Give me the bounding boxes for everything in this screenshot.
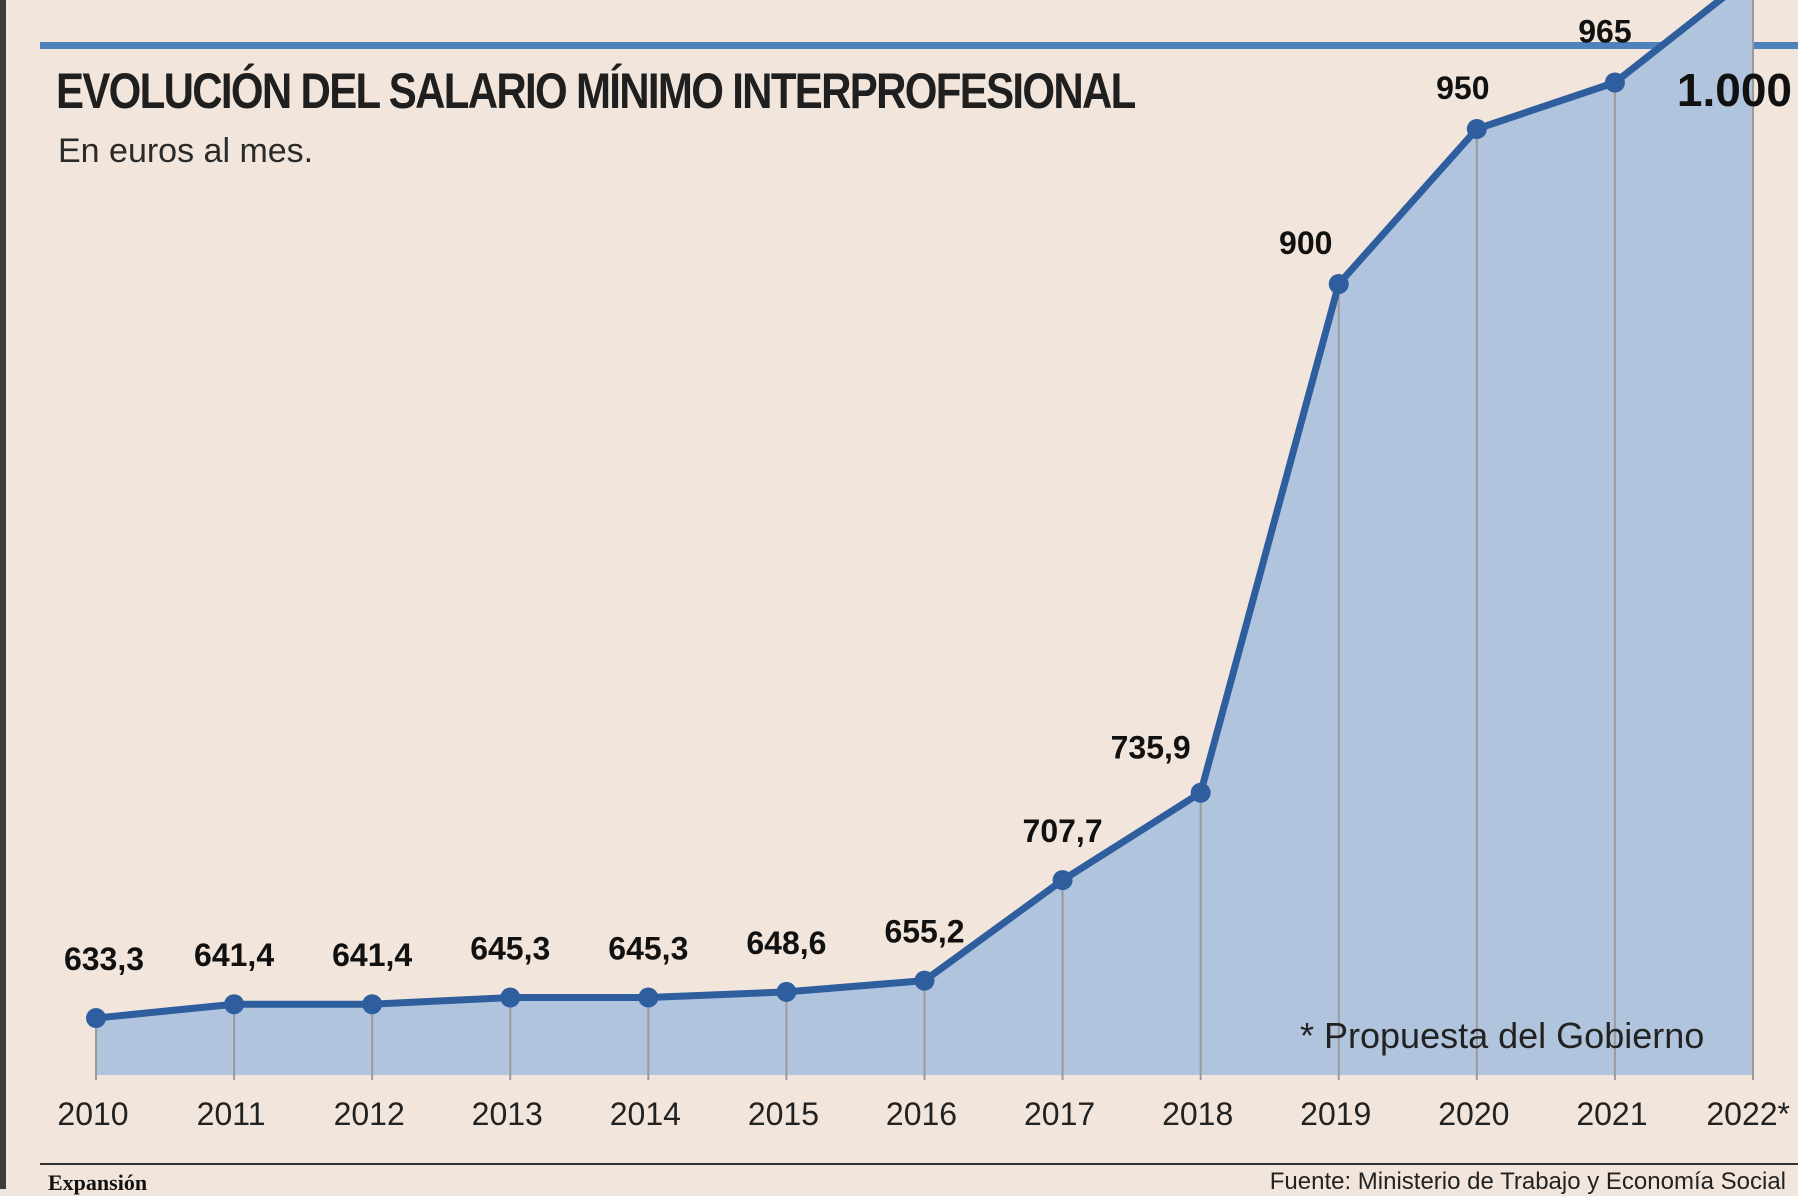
data-label-2021: 965 [1578,14,1631,50]
data-label-2017: 707,7 [1023,813,1103,849]
data-label-2011: 641,4 [194,937,274,973]
data-point-2012 [362,994,383,1015]
x-tick-label-2022: 2022* [1706,1096,1790,1132]
data-label-2010: 633,3 [64,941,144,977]
footnote: * Propuesta del Gobierno [1300,1015,1704,1056]
chart-title: EVOLUCIÓN DEL SALARIO MÍNIMO INTERPROFES… [56,63,1136,119]
x-tick-label-2020: 2020 [1438,1096,1509,1132]
data-label-2012: 641,4 [332,937,412,973]
data-point-2011 [224,994,245,1015]
left-border [0,0,6,1189]
data-points-layer [86,72,1625,1029]
data-label-2015: 648,6 [746,925,826,961]
data-point-2013 [500,987,521,1008]
x-tick-label-2021: 2021 [1576,1096,1647,1132]
x-tick-label-2013: 2013 [472,1096,543,1132]
data-point-2021 [1604,72,1625,93]
data-point-2014 [638,987,659,1008]
x-tick-label-2019: 2019 [1300,1096,1371,1132]
x-tick-label-2011: 2011 [197,1096,266,1132]
data-label-2018: 735,9 [1111,730,1191,766]
data-point-2010 [86,1008,106,1029]
x-tick-label-2012: 2012 [334,1096,405,1132]
chart-subtitle: En euros al mes. [58,132,314,170]
data-point-2017 [1052,870,1073,891]
x-tick-label-2016: 2016 [886,1096,957,1132]
data-point-2018 [1190,782,1211,803]
data-label-2016: 655,2 [884,914,964,950]
x-axis: 2010 2011 2012 2013 2014 2015 2016 2017 2018 2019… [57,1096,1790,1132]
data-point-2015 [776,981,797,1002]
data-labels-layer: 633,3 641,4 641,4 645,3 645,3 648,6 655,2 707,7… [64,14,1792,978]
top-rule [40,42,1798,49]
bottom-rule [40,1163,1798,1165]
data-label-2022: 1.000 [1677,64,1792,116]
x-tick-label-2018: 2018 [1162,1096,1233,1132]
source-note: Fuente: Ministerio de Trabajo y Economía… [1269,1168,1786,1195]
x-tick-label-2014: 2014 [610,1096,681,1132]
data-label-2013: 645,3 [470,931,550,967]
x-tick-label-2015: 2015 [748,1096,819,1132]
publisher-logo: Expansión [48,1170,148,1195]
x-tick-label-2017: 2017 [1024,1096,1095,1132]
data-point-2019 [1328,274,1349,294]
droplines-layer [95,0,1754,1080]
data-label-2020: 950 [1436,70,1489,106]
data-label-2019: 900 [1279,225,1332,261]
data-label-2014: 645,3 [608,931,688,967]
data-point-2016 [914,970,935,991]
x-tick-label-2010: 2010 [57,1096,128,1132]
data-point-2020 [1466,119,1487,139]
